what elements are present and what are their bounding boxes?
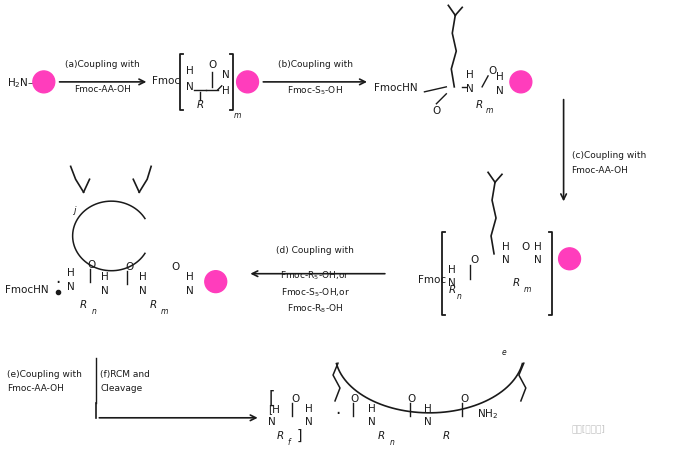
- Circle shape: [237, 72, 259, 94]
- Text: H: H: [140, 271, 147, 281]
- Text: f: f: [287, 437, 290, 446]
- Text: Fmoc-R$_8$-OH: Fmoc-R$_8$-OH: [287, 302, 343, 314]
- Text: R: R: [512, 277, 520, 287]
- Text: O: O: [488, 66, 496, 76]
- Text: N: N: [466, 84, 474, 94]
- Text: (e)Coupling with: (e)Coupling with: [7, 369, 82, 378]
- Text: 知乎[已重置]: 知乎[已重置]: [572, 423, 605, 433]
- Text: m: m: [524, 285, 531, 294]
- Text: (d) Coupling with: (d) Coupling with: [276, 245, 354, 254]
- Text: NH$_2$: NH$_2$: [477, 406, 498, 420]
- Circle shape: [33, 72, 55, 94]
- Text: N: N: [368, 416, 375, 426]
- Text: Cleavage: Cleavage: [100, 384, 143, 393]
- Text: m: m: [234, 110, 241, 120]
- Text: N: N: [496, 86, 503, 96]
- Text: H: H: [186, 271, 193, 281]
- Text: O: O: [88, 259, 96, 269]
- Text: N: N: [67, 281, 74, 291]
- Text: Fmoc-S$_5$-OH,or: Fmoc-S$_5$-OH,or: [280, 286, 350, 299]
- Text: H: H: [425, 403, 432, 413]
- Text: ]: ]: [297, 428, 302, 442]
- Text: N: N: [222, 70, 229, 80]
- Text: R: R: [150, 299, 157, 309]
- Text: N: N: [305, 416, 313, 426]
- Text: O: O: [125, 261, 133, 271]
- Text: ·: ·: [55, 273, 61, 291]
- Text: R: R: [80, 299, 87, 309]
- Text: N: N: [425, 416, 432, 426]
- Text: H: H: [186, 66, 193, 76]
- Text: H: H: [496, 72, 503, 82]
- Text: H$_2$N—: H$_2$N—: [7, 76, 40, 90]
- Text: R: R: [277, 430, 284, 440]
- Text: Fmoc-R$_5$-OH,or: Fmoc-R$_5$-OH,or: [280, 269, 350, 281]
- Text: N: N: [534, 254, 541, 264]
- Text: H: H: [368, 403, 375, 413]
- Text: R: R: [448, 284, 456, 294]
- Text: Fmoc: Fmoc: [152, 76, 180, 86]
- Text: O: O: [522, 241, 530, 251]
- Text: Fmoc-AA-OH: Fmoc-AA-OH: [74, 85, 131, 94]
- Text: R: R: [378, 430, 386, 440]
- Text: n: n: [390, 437, 394, 446]
- Text: ·: ·: [336, 404, 340, 422]
- Circle shape: [205, 271, 226, 293]
- Text: O: O: [407, 393, 416, 403]
- Text: N: N: [268, 416, 276, 426]
- Text: m: m: [486, 106, 493, 115]
- Text: FmocHN: FmocHN: [5, 284, 49, 294]
- Text: O: O: [460, 393, 468, 403]
- Text: H: H: [502, 241, 510, 251]
- Text: R: R: [475, 100, 483, 110]
- Text: Fmoc-S$_5$-OH: Fmoc-S$_5$-OH: [287, 85, 343, 97]
- Text: H: H: [67, 267, 74, 277]
- Circle shape: [559, 249, 580, 270]
- Text: O: O: [291, 393, 299, 403]
- Text: Fmoc: Fmoc: [417, 274, 446, 284]
- Text: (c)Coupling with: (c)Coupling with: [572, 151, 646, 160]
- Text: H: H: [102, 271, 109, 281]
- Text: [: [: [268, 389, 275, 407]
- Text: H: H: [305, 403, 313, 413]
- Text: N: N: [140, 285, 147, 295]
- Text: R: R: [443, 430, 450, 440]
- Text: O: O: [209, 60, 217, 70]
- Text: (b)Coupling with: (b)Coupling with: [278, 60, 353, 69]
- Text: j: j: [73, 205, 76, 214]
- Text: N: N: [186, 82, 193, 92]
- Text: H: H: [222, 86, 229, 96]
- Text: m: m: [161, 306, 168, 315]
- Text: (a)Coupling with: (a)Coupling with: [65, 60, 140, 69]
- Text: Fmoc-AA-OH: Fmoc-AA-OH: [7, 384, 64, 393]
- Circle shape: [510, 72, 532, 94]
- Text: n: n: [456, 291, 461, 300]
- Text: (f)RCM and: (f)RCM and: [100, 369, 150, 378]
- Text: N: N: [502, 254, 510, 264]
- Text: O: O: [432, 106, 441, 115]
- Text: H: H: [448, 264, 456, 274]
- Text: FmocHN: FmocHN: [374, 83, 417, 92]
- Text: Fmoc-AA-OH: Fmoc-AA-OH: [572, 166, 628, 175]
- Text: n: n: [92, 306, 96, 315]
- Text: H: H: [466, 70, 474, 80]
- Text: R: R: [196, 100, 204, 110]
- Text: N: N: [186, 285, 193, 295]
- Text: N: N: [448, 277, 456, 287]
- Text: N: N: [102, 285, 109, 295]
- Text: H: H: [534, 241, 541, 251]
- Text: O: O: [470, 254, 479, 264]
- Text: [H: [H: [268, 403, 280, 413]
- Text: e: e: [502, 347, 507, 356]
- Text: O: O: [172, 261, 180, 271]
- Text: O: O: [350, 393, 359, 403]
